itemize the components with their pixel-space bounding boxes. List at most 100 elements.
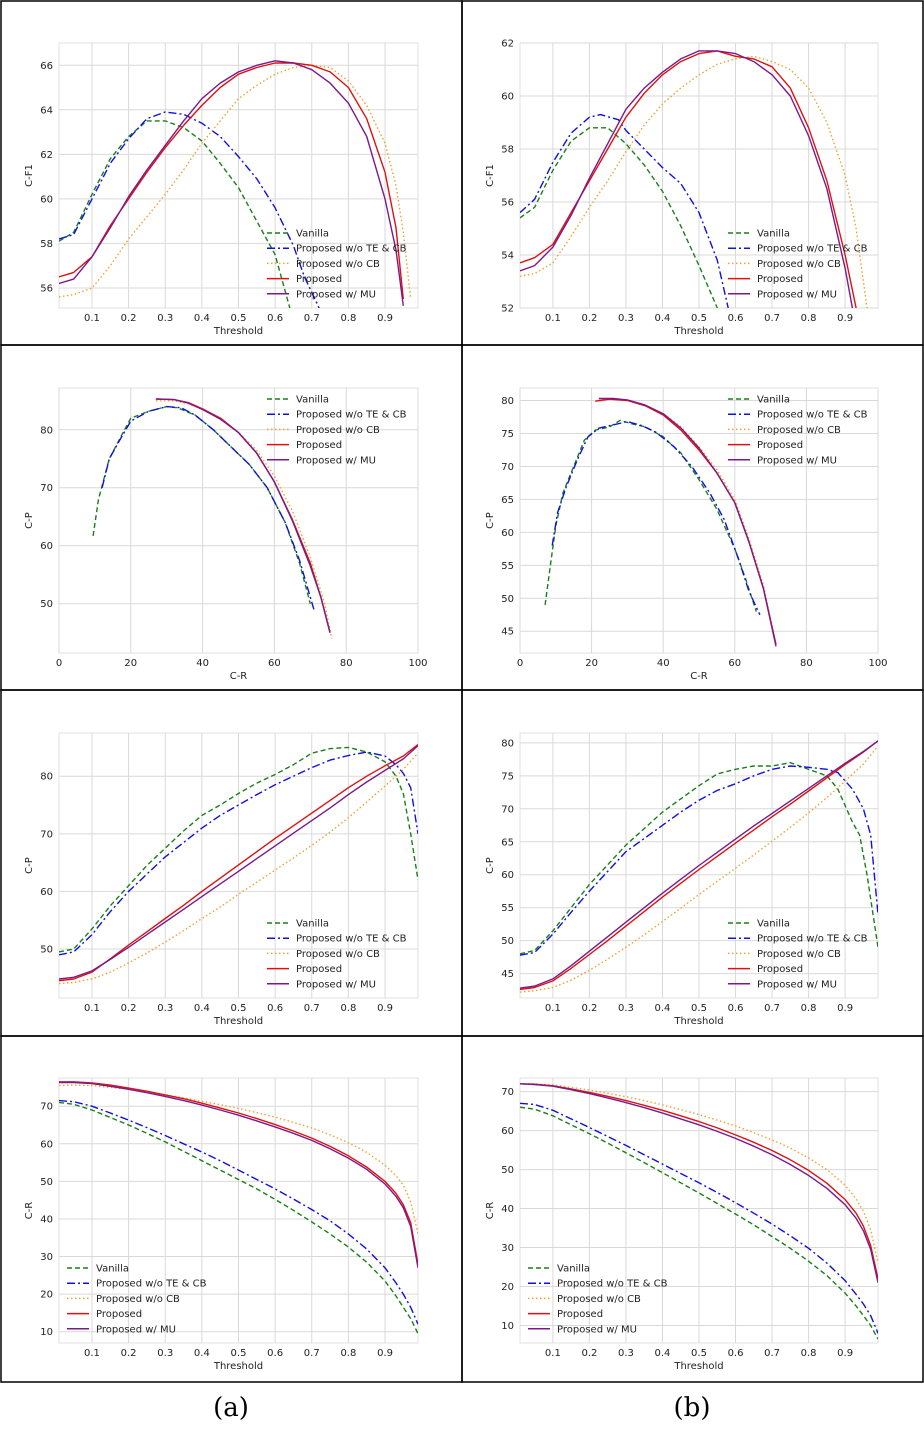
x-tick-label: 0.3: [157, 313, 173, 324]
legend-label-proposed-w-mu: Proposed w/ MU: [296, 289, 376, 300]
series-line-proposed-w-o-cb: [520, 1083, 878, 1264]
x-tick-label: 0.1: [84, 1003, 100, 1014]
x-tick-label: 0.2: [581, 313, 597, 324]
y-tick-label: 54: [501, 251, 514, 262]
legend: Vanilla Proposed w/o TE & CB Proposed w/o …: [267, 229, 407, 300]
x-axis-label: Threshold: [673, 1016, 723, 1027]
legend-label-proposed: Proposed: [296, 274, 342, 285]
y-tick-label: 50: [501, 1165, 514, 1176]
x-tick-label: 0.4: [194, 313, 210, 324]
legend-label-proposed: Proposed: [757, 964, 803, 975]
legend-label-proposed-w-o-te-cb: Proposed w/o TE & CB: [557, 1279, 668, 1290]
series-line-proposed-w-mu: [520, 1083, 878, 1283]
legend-label-vanilla: Vanilla: [557, 1264, 590, 1275]
x-tick-label: 0.5: [231, 1003, 247, 1014]
y-tick-label: 30: [40, 1252, 53, 1263]
y-tick-label: 80: [501, 396, 514, 407]
y-tick-label: 66: [40, 61, 53, 72]
x-tick-label: 0.5: [691, 1348, 707, 1359]
legend-label-proposed-w-o-te-cb: Proposed w/o TE & CB: [757, 410, 868, 421]
y-axis-label: C-P: [24, 512, 35, 529]
x-axis-label: Threshold: [673, 326, 723, 337]
y-tick-label: 55: [501, 903, 514, 914]
y-axis-label: C-P: [24, 857, 35, 874]
legend-label-proposed-w-mu: Proposed w/ MU: [296, 979, 376, 990]
x-tick-label: 0.9: [837, 313, 853, 324]
x-tick-label: 0.4: [655, 1003, 671, 1014]
x-tick-label: 0.9: [377, 1348, 393, 1359]
x-tick-label: 0.6: [728, 1003, 744, 1014]
x-tick-label: 60: [268, 658, 281, 669]
legend-label-proposed: Proposed: [757, 274, 803, 285]
x-tick-label: 0.7: [304, 1003, 320, 1014]
x-tick-label: 0.9: [377, 1003, 393, 1014]
y-tick-label: 60: [501, 870, 514, 881]
legend-label-vanilla: Vanilla: [96, 1264, 129, 1275]
y-tick-label: 62: [501, 39, 514, 50]
x-tick-label: 0.3: [157, 1003, 173, 1014]
legend-label-proposed: Proposed: [296, 440, 342, 451]
legend-label-vanilla: Vanilla: [296, 229, 329, 240]
caption-a: (a): [213, 1393, 249, 1423]
legend-label-vanilla: Vanilla: [296, 919, 329, 930]
series-group: [59, 1081, 418, 1334]
x-tick-label: 0.3: [618, 313, 634, 324]
x-tick-label: 40: [196, 658, 209, 669]
series-group: [520, 50, 868, 308]
x-axis-label: Threshold: [213, 1016, 263, 1027]
x-tick-label: 0.7: [764, 1348, 780, 1359]
x-tick-label: 80: [340, 658, 353, 669]
legend-label-proposed-w-o-te-cb: Proposed w/o TE & CB: [757, 244, 868, 255]
legend-label-proposed-w-o-cb: Proposed w/o CB: [557, 1294, 641, 1305]
x-tick-label: 80: [800, 658, 813, 669]
y-tick-label: 58: [501, 145, 514, 156]
legend-label-proposed-w-o-cb: Proposed w/o CB: [296, 425, 380, 436]
x-tick-label: 0.2: [121, 1003, 137, 1014]
y-tick-label: 10: [501, 1321, 514, 1332]
legend-label-proposed-w-o-cb: Proposed w/o CB: [757, 425, 841, 436]
x-tick-label: 0.5: [691, 313, 707, 324]
series-line-proposed-w-o-te-cb: [520, 113, 729, 308]
legend-label-proposed-w-o-cb: Proposed w/o CB: [296, 949, 380, 960]
y-tick-label: 10: [40, 1327, 53, 1338]
y-tick-label: 56: [40, 283, 53, 294]
y-tick-label: 70: [501, 804, 514, 815]
series-line-proposed-w-o-cb: [520, 55, 868, 308]
series-line-vanilla: [92, 405, 311, 604]
legend-label-proposed-w-o-cb: Proposed w/o CB: [296, 259, 380, 270]
x-tick-label: 0.1: [84, 1348, 100, 1359]
y-tick-label: 50: [40, 599, 53, 610]
x-tick-label: 0.7: [764, 313, 780, 324]
panel-frame: [461, 1035, 924, 1383]
y-tick-label: 45: [501, 969, 514, 980]
series-line-proposed: [59, 1081, 418, 1265]
legend-label-proposed-w-mu: Proposed w/ MU: [757, 289, 837, 300]
series-line-proposed-w-mu: [59, 745, 418, 980]
x-tick-label: 0.8: [340, 313, 356, 324]
y-tick-label: 60: [40, 541, 53, 552]
chart-b-p: 0.1 0.2 0.3 0.4 0.5 0.6 0.7 0.8 0.9 45 50 55 60 65 70 7…: [485, 732, 879, 1027]
legend: Vanilla Proposed w/o TE & CB Proposed w/o …: [67, 1264, 207, 1335]
series-group: [544, 397, 777, 647]
chart-b-f1: 0.1 0.2 0.3 0.4 0.5 0.6 0.7 0.8 0.9 52 54 56 58 60 62 T…: [485, 39, 879, 337]
legend-label-proposed: Proposed: [557, 1309, 603, 1320]
legend-label-proposed-w-o-cb: Proposed w/o CB: [757, 949, 841, 960]
y-tick-label: 80: [40, 425, 53, 436]
series-line-proposed: [59, 743, 418, 982]
series-line-proposed-w-mu: [520, 740, 878, 989]
legend-label-proposed: Proposed: [296, 964, 342, 975]
legend-label-vanilla: Vanilla: [296, 395, 329, 406]
legend-label-proposed-w-o-te-cb: Proposed w/o TE & CB: [296, 410, 407, 421]
y-tick-label: 64: [40, 105, 53, 116]
series-line-proposed-w-mu: [520, 50, 854, 308]
y-axis-label: C-R: [485, 1202, 496, 1220]
x-tick-label: 0.2: [581, 1003, 597, 1014]
x-tick-label: 0.8: [801, 1003, 817, 1014]
y-tick-label: 60: [501, 528, 514, 539]
y-tick-label: 70: [501, 1087, 514, 1098]
series-line-proposed-w-o-cb: [155, 400, 333, 639]
x-tick-label: 0.3: [157, 1348, 173, 1359]
x-axis-label: Threshold: [213, 1361, 263, 1372]
x-tick-label: 0.6: [267, 1003, 283, 1014]
y-axis-label: C-P: [485, 857, 496, 874]
